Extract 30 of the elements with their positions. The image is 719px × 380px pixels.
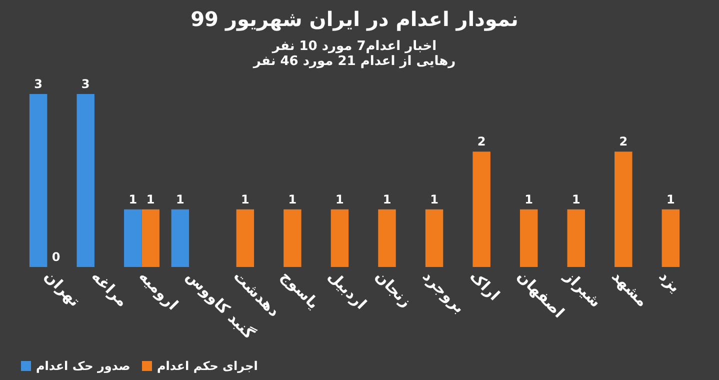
data-label: 1 [336, 192, 344, 206]
legend-label: اجرای حکم اعدام [157, 359, 258, 373]
x-tick-label: مشهد [608, 267, 652, 310]
data-label: 1 [572, 192, 580, 206]
x-tick-label: اراک [466, 267, 504, 304]
data-label: 1 [176, 192, 184, 206]
x-tick-label: یاسوج [277, 267, 323, 313]
data-label: 1 [524, 192, 534, 206]
chart-title: نمودار اعدام در ایران شهریور 99 [190, 7, 518, 31]
chart-subtitle: اخبار اعدام7 مورد 10 نفر رهایی از اعدام 21 مورد 46 نفر [252, 39, 456, 69]
data-label: 3 [34, 77, 42, 91]
data-label: 1 [382, 192, 392, 206]
data-label: 0 [52, 250, 60, 264]
x-tick-label: مراغه [88, 267, 132, 310]
x-tick-label: تهران [40, 267, 84, 310]
data-label: 3 [81, 77, 90, 91]
data-label: 1 [288, 192, 297, 206]
data-label: 2 [477, 134, 486, 149]
x-tick-label: زنجان [372, 267, 416, 311]
data-label: 1 [240, 192, 250, 206]
legend-label: صدور حک اعدام [36, 359, 130, 373]
x-tick-label: اردبیل [324, 267, 370, 313]
data-label: 1 [146, 192, 155, 206]
data-label: 1 [430, 192, 438, 206]
x-tick-label: ارومیه [135, 267, 182, 314]
data-label: 1 [128, 192, 138, 206]
data-label: 1 [666, 192, 675, 206]
x-tick-label: یزد [655, 267, 684, 296]
data-label: 2 [619, 134, 628, 149]
x-tick-label: بروجرد [419, 267, 469, 317]
